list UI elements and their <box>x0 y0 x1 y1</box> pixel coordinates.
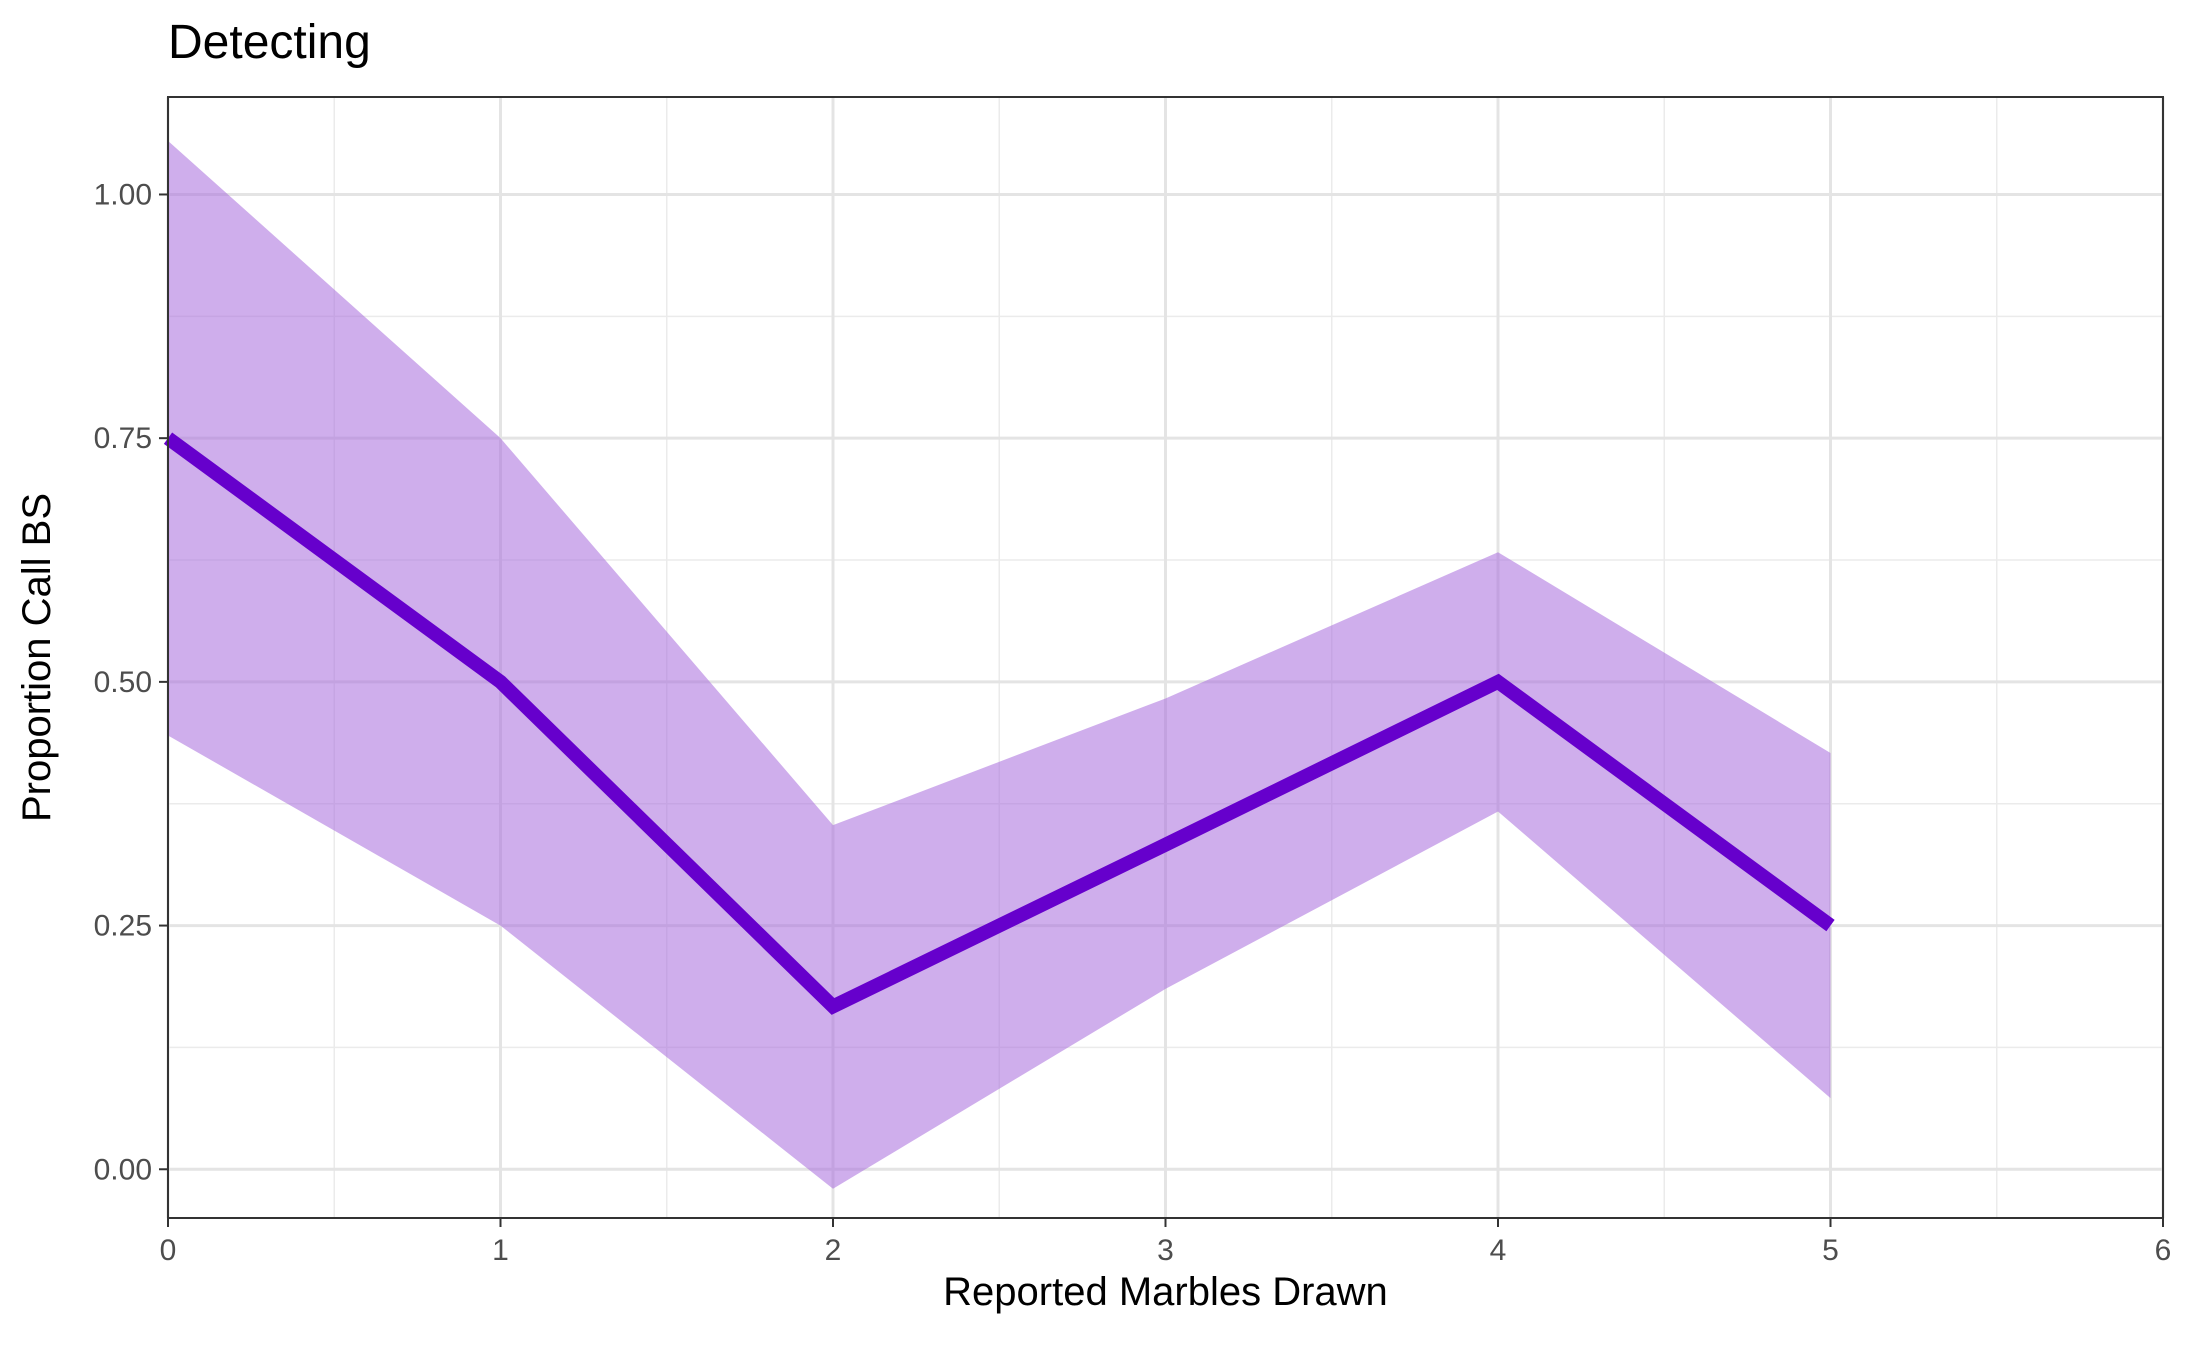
y-tick-label: 0.00 <box>94 1153 152 1186</box>
series-line-layer <box>163 432 1835 1015</box>
y-tick-label: 0.25 <box>94 910 152 943</box>
x-tick-label: 3 <box>1157 1234 1174 1267</box>
x-tick-label: 4 <box>1490 1234 1507 1267</box>
x-tick-label: 0 <box>160 1234 177 1267</box>
series-line <box>163 432 1835 1015</box>
y-tick-label: 1.00 <box>94 178 152 211</box>
chart-title: Detecting <box>168 16 371 69</box>
x-tick-label: 1 <box>492 1234 509 1267</box>
x-axis-title: Reported Marbles Drawn <box>943 1270 1388 1314</box>
x-tick-label: 2 <box>825 1234 842 1267</box>
confidence-ribbon <box>168 140 1831 1189</box>
confidence-ribbon-layer <box>168 140 1831 1189</box>
x-tick-label: 5 <box>1822 1234 1839 1267</box>
y-tick-label: 0.50 <box>94 666 152 699</box>
y-tick-label: 0.75 <box>94 422 152 455</box>
y-axis-title: Proportion Call BS <box>15 493 59 822</box>
x-axis: 0 1 2 3 4 5 6 <box>160 1218 2172 1267</box>
y-axis: 0.00 0.25 0.50 0.75 1.00 <box>94 178 168 1186</box>
x-tick-label: 6 <box>2155 1234 2172 1267</box>
